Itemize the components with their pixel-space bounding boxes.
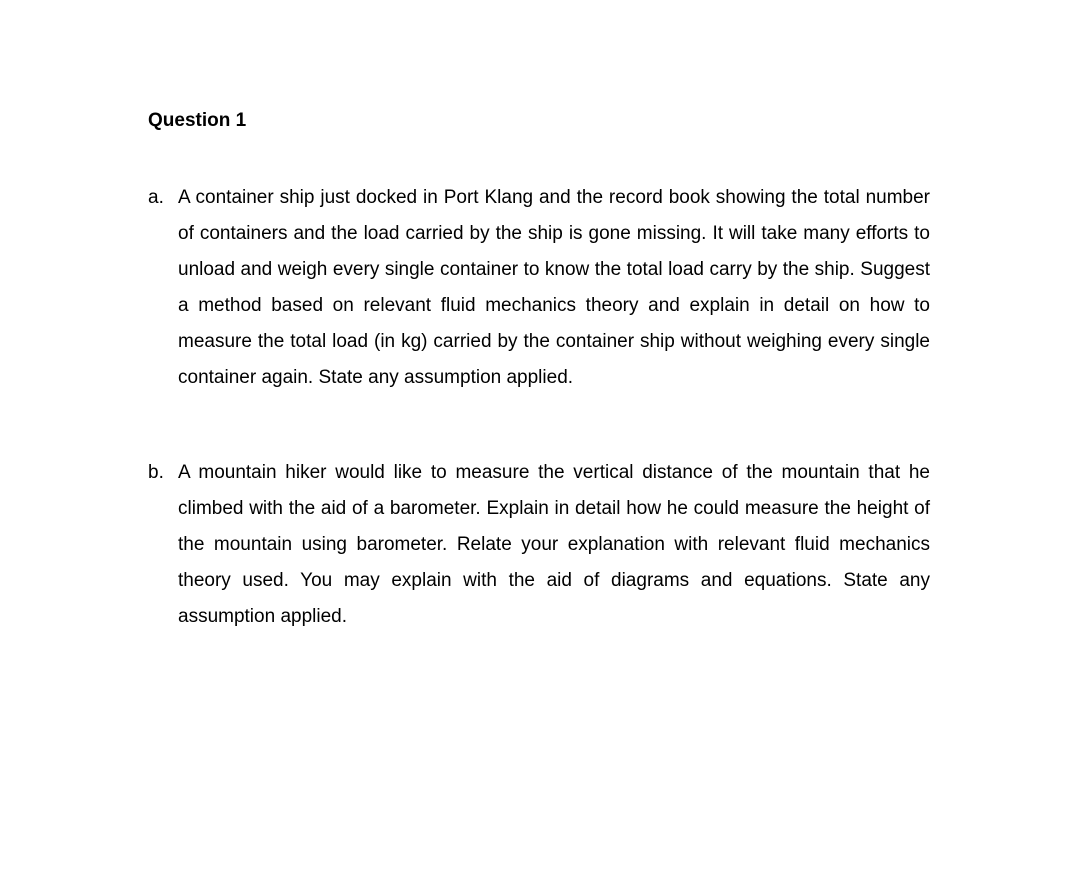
item-letter: a.	[148, 180, 178, 397]
question-item: a. A container ship just docked in Port …	[148, 180, 930, 397]
item-text: A container ship just docked in Port Kla…	[178, 180, 930, 397]
document-page: Question 1 a. A container ship just dock…	[0, 0, 1080, 635]
item-letter: b.	[148, 455, 178, 635]
question-title: Question 1	[148, 110, 930, 132]
item-text: A mountain hiker would like to measure t…	[178, 455, 930, 635]
question-item: b. A mountain hiker would like to measur…	[148, 455, 930, 635]
